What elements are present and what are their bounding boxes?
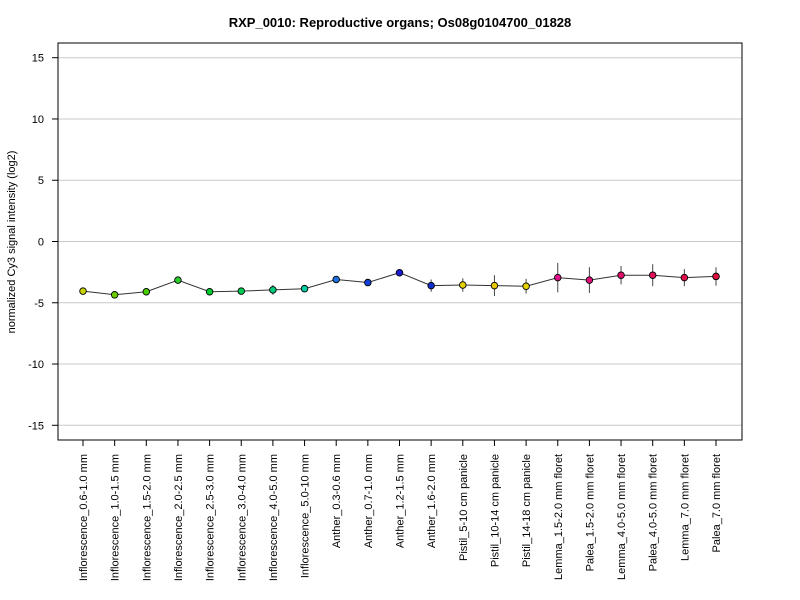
- x-tick-label: Palea_4.0-5.0 mm floret: [648, 454, 660, 571]
- data-point: [427, 281, 435, 290]
- data-point: [680, 273, 689, 282]
- data-point: [237, 287, 245, 295]
- data-point: [364, 278, 372, 287]
- data-point: [142, 287, 151, 296]
- data-points: [79, 268, 720, 299]
- data-point: [712, 272, 720, 281]
- y-tick-label: -5: [34, 298, 44, 310]
- x-tick-label: Inflorescence_0.6-1.0 mm: [78, 454, 90, 581]
- x-tick-label: Palea_1.5-2.0 mm floret: [584, 454, 596, 571]
- y-tick-label: -10: [28, 359, 44, 371]
- x-tick-label: Anther_1.6-2.0 mm: [426, 454, 438, 548]
- x-tick-label: Pistil_5-10 cm panicle: [458, 454, 470, 561]
- x-tick-label: Inflorescence_4.0-5.0 mm: [268, 454, 280, 581]
- x-tick-label: Pistil_10-14 cm panicle: [489, 454, 501, 567]
- y-tick-label: -15: [28, 420, 44, 432]
- data-point: [648, 271, 657, 279]
- x-tick-label: Anther_0.7-1.0 mm: [363, 454, 375, 548]
- data-point: [554, 273, 562, 282]
- x-tick-label: Palea_7.0 mm floret: [711, 454, 723, 552]
- gridlines: [58, 57, 742, 426]
- x-tick-label: Lemma_4.0-5.0 mm floret: [616, 454, 628, 580]
- data-point: [459, 281, 467, 289]
- y-axis-label: normalized Cy3 signal intensity (log2): [6, 151, 18, 334]
- x-tick-label: Inflorescence_5.0-10 mm: [300, 454, 312, 578]
- x-tick-label: Lemma_1.5-2.0 mm floret: [553, 454, 565, 580]
- x-axis: Inflorescence_0.6-1.0 mm Inflorescence_1.…: [78, 440, 723, 581]
- x-tick-label: Lemma_7.0 mm floret: [679, 454, 691, 561]
- data-point: [490, 281, 499, 290]
- chart-title: RXP_0010: Reproductive organs; Os08g0104…: [229, 15, 572, 30]
- x-tick-label: Anther_1.2-1.5 mm: [395, 454, 407, 548]
- x-tick-label: Inflorescence_1.0-1.5 mm: [110, 454, 122, 581]
- data-point: [585, 276, 594, 284]
- x-tick-label: Anther_0.3-0.6 mm: [331, 454, 343, 548]
- x-tick-label: Inflorescence_1.5-2.0 mm: [141, 454, 153, 581]
- data-point: [395, 268, 404, 277]
- y-tick-label: 10: [32, 114, 44, 126]
- data-point: [617, 271, 625, 279]
- data-point: [269, 286, 277, 294]
- data-point: [332, 275, 340, 284]
- data-point: [300, 284, 309, 293]
- y-tick-label: 0: [38, 237, 44, 249]
- x-tick-label: Inflorescence_3.0-4.0 mm: [236, 454, 248, 581]
- data-point: [522, 282, 530, 290]
- y-tick-label: 15: [32, 53, 44, 65]
- data-point: [110, 291, 119, 299]
- x-tick-label: Inflorescence_2.5-3.0 mm: [205, 454, 217, 581]
- data-point: [174, 276, 182, 284]
- y-tick-label: 5: [38, 175, 44, 187]
- data-point: [79, 287, 87, 295]
- x-tick-label: Pistil_14-18 cm panicle: [521, 454, 533, 567]
- y-axis: -15 -10 -5 0 5 10 15: [28, 53, 58, 432]
- x-tick-label: Inflorescence_2.0-2.5 mm: [173, 454, 185, 581]
- data-point: [205, 287, 214, 296]
